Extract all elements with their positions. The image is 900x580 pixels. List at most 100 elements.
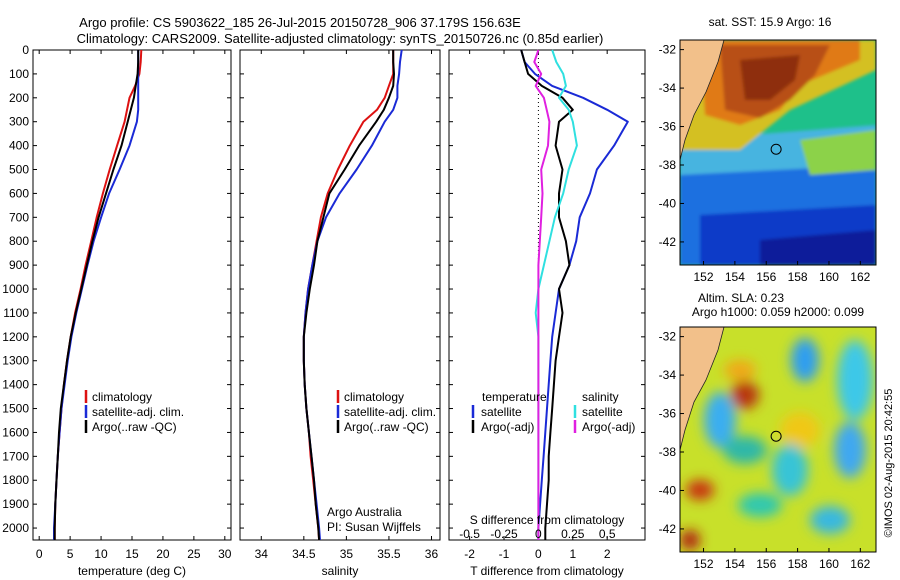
difference-axes-frame [448, 49, 646, 541]
y-tick-label: 700 [9, 210, 29, 224]
map-y-tick-label: -40 [659, 483, 677, 497]
sst-map-title: sat. SST: 15.9 Argo: 16 [709, 15, 832, 29]
temperature-x-label: temperature (deg C) [78, 564, 186, 578]
y-tick-label: 600 [9, 186, 29, 200]
y-tick-label: 100 [9, 67, 29, 81]
y-tick-label: 900 [9, 258, 29, 272]
y-tick-label: 1700 [2, 449, 29, 463]
legend-label-t-argo: Argo(-adj) [481, 420, 534, 434]
owner-line1: Argo Australia [327, 505, 402, 519]
y-tick-label: 1200 [2, 330, 29, 344]
sla-map-title-line1: Altim. SLA: 0.23 [698, 291, 784, 305]
legend-label-climatology: climatology [344, 390, 404, 404]
series-line-climatology [302, 50, 395, 541]
y-tick-label: 1300 [2, 354, 29, 368]
s-difference-ticks: -0.5 -0.25 0 0.25 0.5 [459, 527, 616, 541]
x-tick-label: 2 [604, 547, 611, 561]
sla-map-frame [679, 326, 877, 553]
y-tick-label: 1000 [2, 282, 29, 296]
y-tick-label: 0 [22, 43, 29, 57]
map-x-tick-label: 158 [788, 270, 808, 284]
y-tick-label: 1500 [2, 402, 29, 416]
x-tick-label: -2 [464, 547, 475, 561]
map-y-tick-label: -36 [659, 407, 677, 421]
sla-map-title-line2: Argo h1000: 0.059 h2000: 0.099 [692, 305, 864, 319]
legend-label-t-satellite: satellite [481, 405, 522, 419]
series-line-satellite-adj-clim- [53, 50, 140, 540]
map-x-tick-label: 158 [788, 557, 808, 571]
difference-x-label: T difference from climatology [470, 564, 624, 578]
x-tick-label: -1 [499, 547, 510, 561]
y-tick-label: 2000 [2, 521, 29, 535]
salinity-legend: climatology satellite-adj. clim. Argo(..… [336, 390, 436, 434]
salinity-axes-frame [239, 49, 441, 541]
series-line-argo-raw-qc- [302, 50, 395, 541]
legend-label-climatology: climatology [92, 390, 152, 404]
x-tick-label: 35 [340, 547, 354, 561]
y-tick-label: 800 [9, 234, 29, 248]
map-y-tick-label: -32 [659, 330, 677, 344]
legend-label-satellite: satellite-adj. clim. [344, 405, 436, 419]
x-tick-label: 15 [125, 547, 139, 561]
series-line-temperature-argo-adj- [520, 49, 574, 540]
y-tick-label: 1400 [2, 378, 29, 392]
x-tick-label: 30 [218, 547, 232, 561]
series-line-argo-raw-qc- [53, 50, 140, 540]
y-tick-label: 300 [9, 115, 29, 129]
difference-legend: temperature satellite Argo(-adj) salinit… [471, 390, 635, 434]
map-x-tick-label: 156 [756, 557, 776, 571]
map-y-tick-label: -36 [659, 120, 677, 134]
owner-line2: PI: Susan Wijffels [327, 520, 421, 534]
map-x-tick-label: 156 [756, 270, 776, 284]
temperature-x-ticks: 0 5 10 15 20 25 30 [36, 50, 232, 561]
temperature-y-ticks: 0 100 200 300 400 500 600 700 800 900 1000 1100 1200… [2, 43, 231, 535]
map-x-tick-label: 160 [819, 270, 839, 284]
map-x-tick-label: 154 [725, 270, 745, 284]
s-tick-label: 0 [535, 527, 542, 541]
map-x-tick-label: 162 [850, 270, 870, 284]
map-y-tick-label: -34 [659, 81, 677, 95]
sst-field [680, 40, 876, 265]
x-tick-label: 0 [535, 547, 542, 561]
map-x-tick-label: 162 [850, 557, 870, 571]
difference-panel: -2 -1 0 1 2 T difference from climatology S … [448, 49, 646, 578]
s-tick-label: 0.5 [599, 527, 616, 541]
salinity-x-label: salinity [322, 564, 359, 578]
map-y-tick-label: -42 [659, 235, 677, 249]
figure-title-line1: Argo profile: CS 5903622_185 26-Jul-2015… [79, 15, 521, 30]
temperature-panel: 0 100 200 300 400 500 600 700 800 900 1000 1100 1200… [2, 43, 232, 578]
x-tick-label: 34 [255, 547, 269, 561]
series-line-climatology [53, 49, 143, 540]
salinity-x-ticks: 34 34.5 35 35.5 36 [255, 50, 438, 561]
land-mask [680, 327, 725, 451]
y-tick-label: 400 [9, 139, 29, 153]
sla-map-panel: Altim. SLA: 0.23 Argo h1000: 0.059 h2000… [659, 291, 877, 571]
legend-label-satellite: satellite-adj. clim. [92, 405, 184, 419]
x-tick-label: 35.5 [377, 547, 401, 561]
series-line-satellite-adj-clim- [302, 49, 403, 541]
map-y-tick-label: -32 [659, 43, 677, 57]
s-tick-label: -0.5 [459, 527, 480, 541]
y-tick-label: 1800 [2, 473, 29, 487]
map-y-tick-label: -38 [659, 445, 677, 459]
argo-float-marker [770, 143, 782, 155]
figure-title-line2: Climatology: CARS2009. Satellite-adjuste… [77, 31, 604, 46]
y-tick-label: 200 [9, 91, 29, 105]
salinity-panel: 34 34.5 35 35.5 36 salinity climatology sate… [239, 49, 441, 578]
y-tick-label: 500 [9, 163, 29, 177]
land-mask [680, 40, 725, 161]
map-y-tick-label: -42 [659, 522, 677, 536]
difference-x-label-top: S difference from climatology [470, 513, 625, 527]
y-tick-label: 1900 [2, 497, 29, 511]
sst-map-frame [679, 39, 877, 266]
legend-title-salinity: salinity [582, 390, 619, 404]
map-y-tick-label: -34 [659, 368, 677, 382]
map-y-tick-label: -38 [659, 158, 677, 172]
x-tick-label: 34.5 [292, 547, 316, 561]
x-tick-label: 1 [569, 547, 576, 561]
x-tick-label: 20 [156, 547, 170, 561]
argo-float-marker [770, 430, 782, 442]
temperature-axes-frame [32, 49, 232, 541]
y-tick-label: 1100 [3, 306, 29, 320]
